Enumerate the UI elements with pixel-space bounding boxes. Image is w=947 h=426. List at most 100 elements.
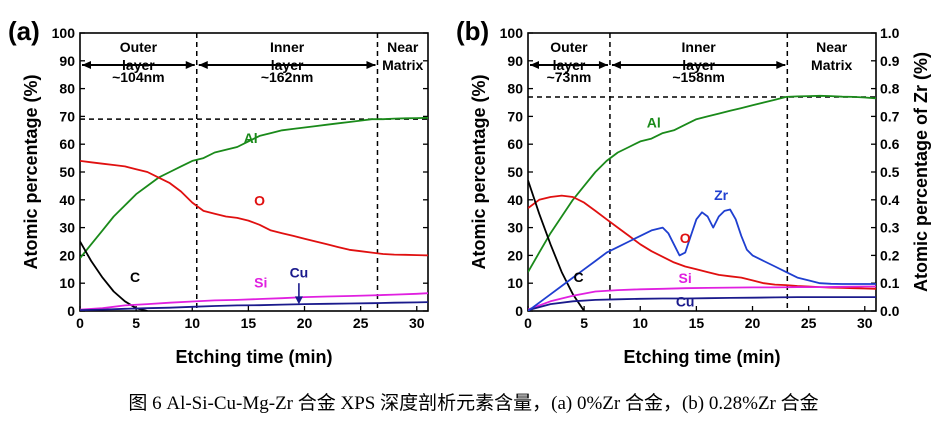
y-tick-label: 70 [507,108,523,124]
arrow-head-right [185,60,195,69]
layer-thickness-label: ~104nm [112,69,165,85]
x-tick-label: 20 [297,315,313,331]
series-label-zr: Zr [714,187,729,203]
y2-tick-label: 1.0 [880,25,900,41]
y2-tick-label: 0.4 [880,192,900,208]
region-label: Inner [682,39,717,55]
y-tick-label: 100 [52,25,76,41]
series-line-zr [528,208,876,311]
x-tick-label: 0 [76,315,84,331]
region-label: Outer [120,39,158,55]
figure-caption: 图 6 Al-Si-Cu-Mg-Zr 合金 XPS 深度剖析元素含量，(a) 0… [128,393,819,414]
series-group [80,116,428,311]
layer-thickness-label: ~162nm [261,69,314,85]
region-label: Matrix [811,57,852,73]
x-tick-label: 25 [353,315,369,331]
y2-tick-label: 0.0 [880,303,900,319]
y-tick-label: 50 [59,164,75,180]
series-label-si: Si [254,274,267,290]
y-tick-label: 60 [59,136,75,152]
y2-tick-label: 0.6 [880,136,900,152]
region-label: Matrix [382,57,423,73]
y-tick-label: 30 [59,220,75,236]
x-tick-label: 30 [409,315,425,331]
y-tick-label: 0 [67,303,75,319]
x-tick-label: 10 [184,315,200,331]
series-label-cu: Cu [290,265,309,281]
series-line-cu [80,301,428,311]
arrow-head-left [530,60,539,69]
panel-a: (a) 0 5 10 15 20 25 30 0 10 20 30 40 50 60 70 80 90 100 Etc… [8,16,429,367]
series-label-c: C [573,269,583,285]
series-line-c [528,180,585,311]
y-tick-label: 10 [59,275,75,291]
y-tick-label: 90 [59,53,75,69]
y2-tick-label: 0.2 [880,247,900,263]
x-axis-title: Etching time (min) [624,347,781,367]
x-tick-label: 5 [132,315,140,331]
region-label: Near [816,39,848,55]
series-line-cu [528,296,876,311]
x-axis-title: Etching time (min) [176,347,333,367]
y-tick-label: 10 [507,275,523,291]
y-tick-label: 20 [507,247,523,263]
x-tick-label: 20 [745,315,761,331]
series-line-al [80,116,428,259]
series-label-o: O [254,192,265,208]
series-label-cu: Cu [676,294,695,310]
layer-thickness-label: ~73nm [547,69,592,85]
layer-thickness-label: ~158nm [672,69,725,85]
region-label: Near [387,39,419,55]
y2-tick-label: 0.8 [880,81,900,97]
y-tick-label: 0 [515,303,523,319]
arrow-head-left [82,60,91,69]
y-axis-title: Atomic percentage (%) [469,74,489,269]
arrow-head-right [598,60,608,69]
arrow-head-left [198,60,208,69]
y2-tick-label: 0.3 [880,220,900,236]
region-label: Inner [270,39,305,55]
region-label: Outer [550,39,588,55]
y-tick-label: 70 [59,108,75,124]
y-axis-title: Atomic percentage (%) [21,74,41,269]
series-label-c: C [130,269,140,285]
series-label-o: O [680,230,691,246]
y-tick-label: 100 [500,25,524,41]
y2-tick-label: 0.7 [880,108,900,124]
x-tick-label: 5 [580,315,588,331]
y2-tick-label: 0.5 [880,164,900,180]
y-tick-label: 90 [507,53,523,69]
y-tick-label: 80 [59,81,75,97]
series-line-si [80,292,428,311]
series-group [528,94,876,311]
panel-label: (a) [8,16,40,46]
arrow-head-right [366,60,376,69]
x-tick-label: 0 [524,315,532,331]
y-tick-label: 50 [507,164,523,180]
y2-axis-title: Atomic percentage of Zr (%) [911,52,931,292]
figure: (a)0 5 10 15 20 25 300102030405060708090100Etc… [8,16,931,367]
x-tick-label: 15 [241,315,257,331]
y-tick-label: 40 [507,192,523,208]
series-label-al: Al [647,115,661,131]
series-line-si [528,285,876,311]
y2-tick-label: 0.9 [880,53,900,69]
series-line-al [528,94,876,273]
panel-b: (b) 0 5 10 15 20 25 30 0 10 20 30 40 50 60 70 80 90 100 0.0… [456,16,931,367]
y-tick-label: 60 [507,136,523,152]
arrow-head-right [776,60,786,69]
series-line-o [80,160,428,257]
cu-pointer-arrow-head [294,296,303,305]
series-label-al: Al [244,130,258,146]
panel-label: (b) [456,16,489,46]
y-tick-label: 30 [507,220,523,236]
x-tick-label: 15 [689,315,705,331]
x-tick-label: 30 [857,315,873,331]
y2-tick-label: 0.1 [880,275,900,291]
x-tick-label: 10 [632,315,648,331]
y-tick-label: 40 [59,192,75,208]
arrow-head-left [611,60,621,69]
series-label-si: Si [679,270,692,286]
y-tick-label: 20 [59,247,75,263]
x-tick-label: 25 [801,315,817,331]
